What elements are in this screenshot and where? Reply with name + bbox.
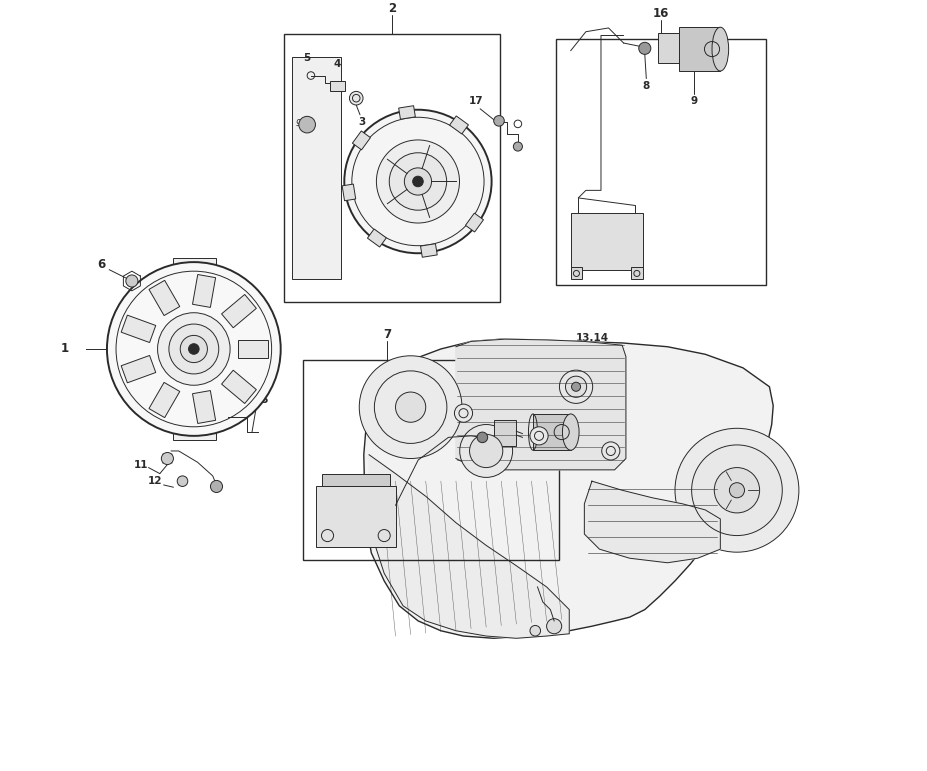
Text: 5: 5	[303, 53, 311, 63]
Bar	[571, 213, 642, 270]
Text: 9: 9	[691, 96, 697, 106]
Bar	[316, 487, 396, 547]
Bar	[323, 474, 390, 487]
Bar	[571, 268, 582, 279]
Bar	[494, 420, 516, 446]
Bar	[302, 360, 559, 561]
Polygon shape	[363, 339, 773, 638]
Polygon shape	[399, 106, 415, 120]
Text: 7: 7	[383, 328, 391, 341]
Circle shape	[404, 168, 432, 195]
Ellipse shape	[712, 27, 729, 71]
Text: 4: 4	[334, 59, 341, 69]
Ellipse shape	[563, 414, 579, 450]
Text: 9: 9	[502, 385, 509, 395]
Polygon shape	[342, 184, 356, 200]
Circle shape	[126, 275, 138, 287]
Circle shape	[470, 434, 502, 467]
Circle shape	[530, 427, 548, 445]
Circle shape	[177, 476, 188, 487]
Polygon shape	[369, 455, 569, 638]
Text: 8: 8	[475, 395, 482, 405]
Polygon shape	[222, 295, 257, 328]
Circle shape	[572, 382, 580, 392]
Text: 15: 15	[255, 396, 269, 406]
Circle shape	[602, 442, 620, 460]
Polygon shape	[421, 244, 438, 258]
Text: 12: 12	[148, 476, 162, 487]
Polygon shape	[121, 315, 156, 342]
Circle shape	[396, 392, 425, 423]
Circle shape	[161, 453, 173, 465]
Circle shape	[692, 445, 782, 536]
Circle shape	[454, 404, 473, 423]
Polygon shape	[222, 370, 257, 403]
Circle shape	[639, 42, 651, 55]
Bar	[657, 33, 679, 63]
Bar	[172, 258, 217, 439]
Text: 9: 9	[296, 120, 300, 129]
Circle shape	[376, 140, 460, 223]
Text: 16: 16	[653, 7, 669, 20]
Polygon shape	[456, 339, 626, 470]
Text: 2: 2	[388, 2, 396, 15]
Circle shape	[675, 429, 799, 552]
Bar	[292, 56, 341, 280]
Polygon shape	[584, 481, 720, 563]
Text: 8: 8	[642, 81, 650, 91]
Polygon shape	[149, 382, 180, 418]
Text: 13,14: 13,14	[576, 332, 609, 342]
Circle shape	[494, 116, 504, 126]
Bar	[533, 414, 571, 450]
Bar	[631, 268, 642, 279]
Circle shape	[730, 483, 744, 498]
Circle shape	[188, 344, 199, 354]
Circle shape	[715, 467, 759, 513]
Bar	[679, 27, 720, 71]
Polygon shape	[149, 281, 180, 315]
Circle shape	[477, 432, 488, 443]
Polygon shape	[465, 213, 484, 232]
Circle shape	[107, 262, 281, 436]
Circle shape	[413, 177, 424, 187]
Polygon shape	[352, 131, 371, 150]
Circle shape	[180, 335, 208, 362]
Ellipse shape	[344, 109, 491, 253]
Polygon shape	[193, 274, 216, 308]
Circle shape	[349, 92, 363, 105]
Circle shape	[158, 313, 230, 386]
Text: 10: 10	[545, 379, 559, 389]
Circle shape	[559, 370, 592, 403]
Polygon shape	[237, 340, 268, 358]
Bar	[330, 81, 345, 91]
Bar	[285, 34, 500, 302]
Circle shape	[169, 324, 219, 374]
Circle shape	[210, 480, 222, 493]
Circle shape	[514, 142, 523, 151]
Circle shape	[565, 376, 587, 397]
Polygon shape	[193, 391, 216, 423]
Text: 3: 3	[359, 116, 366, 126]
Bar	[555, 39, 766, 284]
Circle shape	[530, 625, 540, 636]
Text: 17: 17	[469, 96, 484, 106]
Text: 11: 11	[133, 460, 148, 470]
Circle shape	[298, 116, 315, 133]
Text: 1: 1	[60, 342, 69, 355]
Polygon shape	[367, 229, 387, 247]
Text: 6: 6	[97, 258, 106, 271]
Circle shape	[460, 425, 513, 477]
Polygon shape	[450, 116, 468, 134]
Circle shape	[360, 355, 462, 459]
Circle shape	[389, 153, 447, 210]
Polygon shape	[121, 355, 156, 383]
Circle shape	[547, 618, 562, 634]
